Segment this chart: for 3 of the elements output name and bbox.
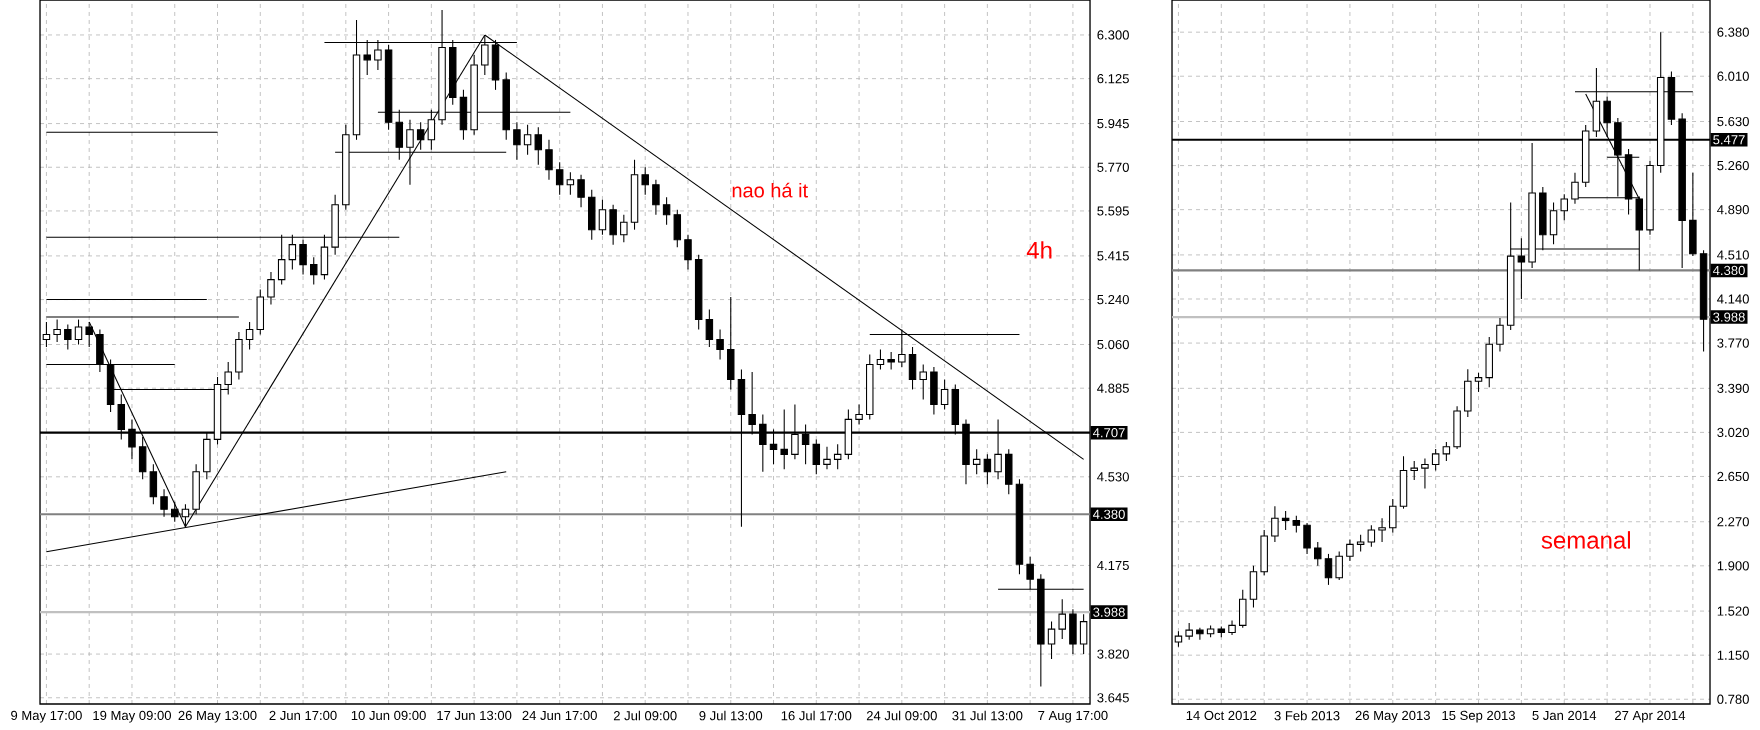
annotation: 4h <box>1026 241 1052 259</box>
annotation: semanal <box>1541 531 1631 549</box>
annotation: nao há it <box>732 182 808 198</box>
